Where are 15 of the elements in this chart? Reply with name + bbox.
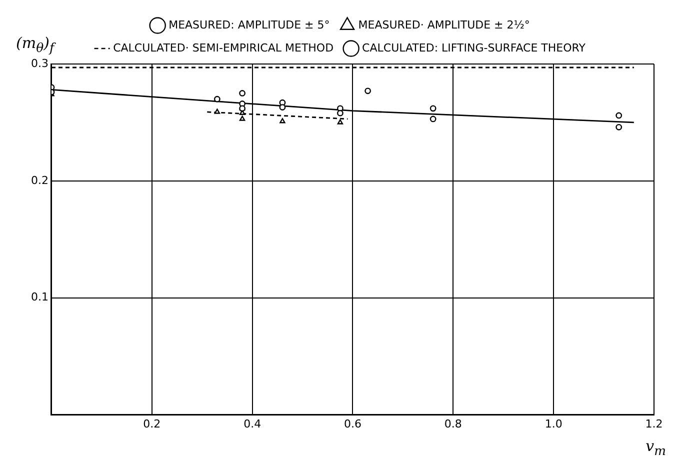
legend-label: CALCULATED· SEMI-EMPIRICAL METHOD — [113, 41, 334, 54]
legend-label: MEASURED: AMPLITUDE ± 5° — [168, 18, 330, 32]
legend-label: MEASURED· AMPLITUDE ± 2½° — [358, 18, 530, 32]
x-tick-label: 0.6 — [344, 417, 362, 430]
x-tick-label: 1.2 — [645, 417, 663, 430]
x-tick-label: 1.0 — [544, 417, 562, 430]
x-tick-label: 0.8 — [444, 417, 462, 430]
y-tick-label: 0.3 — [30, 56, 48, 70]
y-tick-label: 0.2 — [30, 174, 48, 187]
y-tick-label: 0.1 — [30, 290, 48, 304]
legend-label: CALCULATED: LIFTING-SURFACE THEORY — [362, 41, 586, 54]
y-axis-title: (m$_{θ}$)$_{f}$ — [16, 34, 54, 55]
x-axis-title: v$_{m}$ — [646, 436, 666, 458]
x-tick-label: 0.2 — [143, 417, 161, 430]
x-tick-label: 0.4 — [244, 417, 262, 430]
